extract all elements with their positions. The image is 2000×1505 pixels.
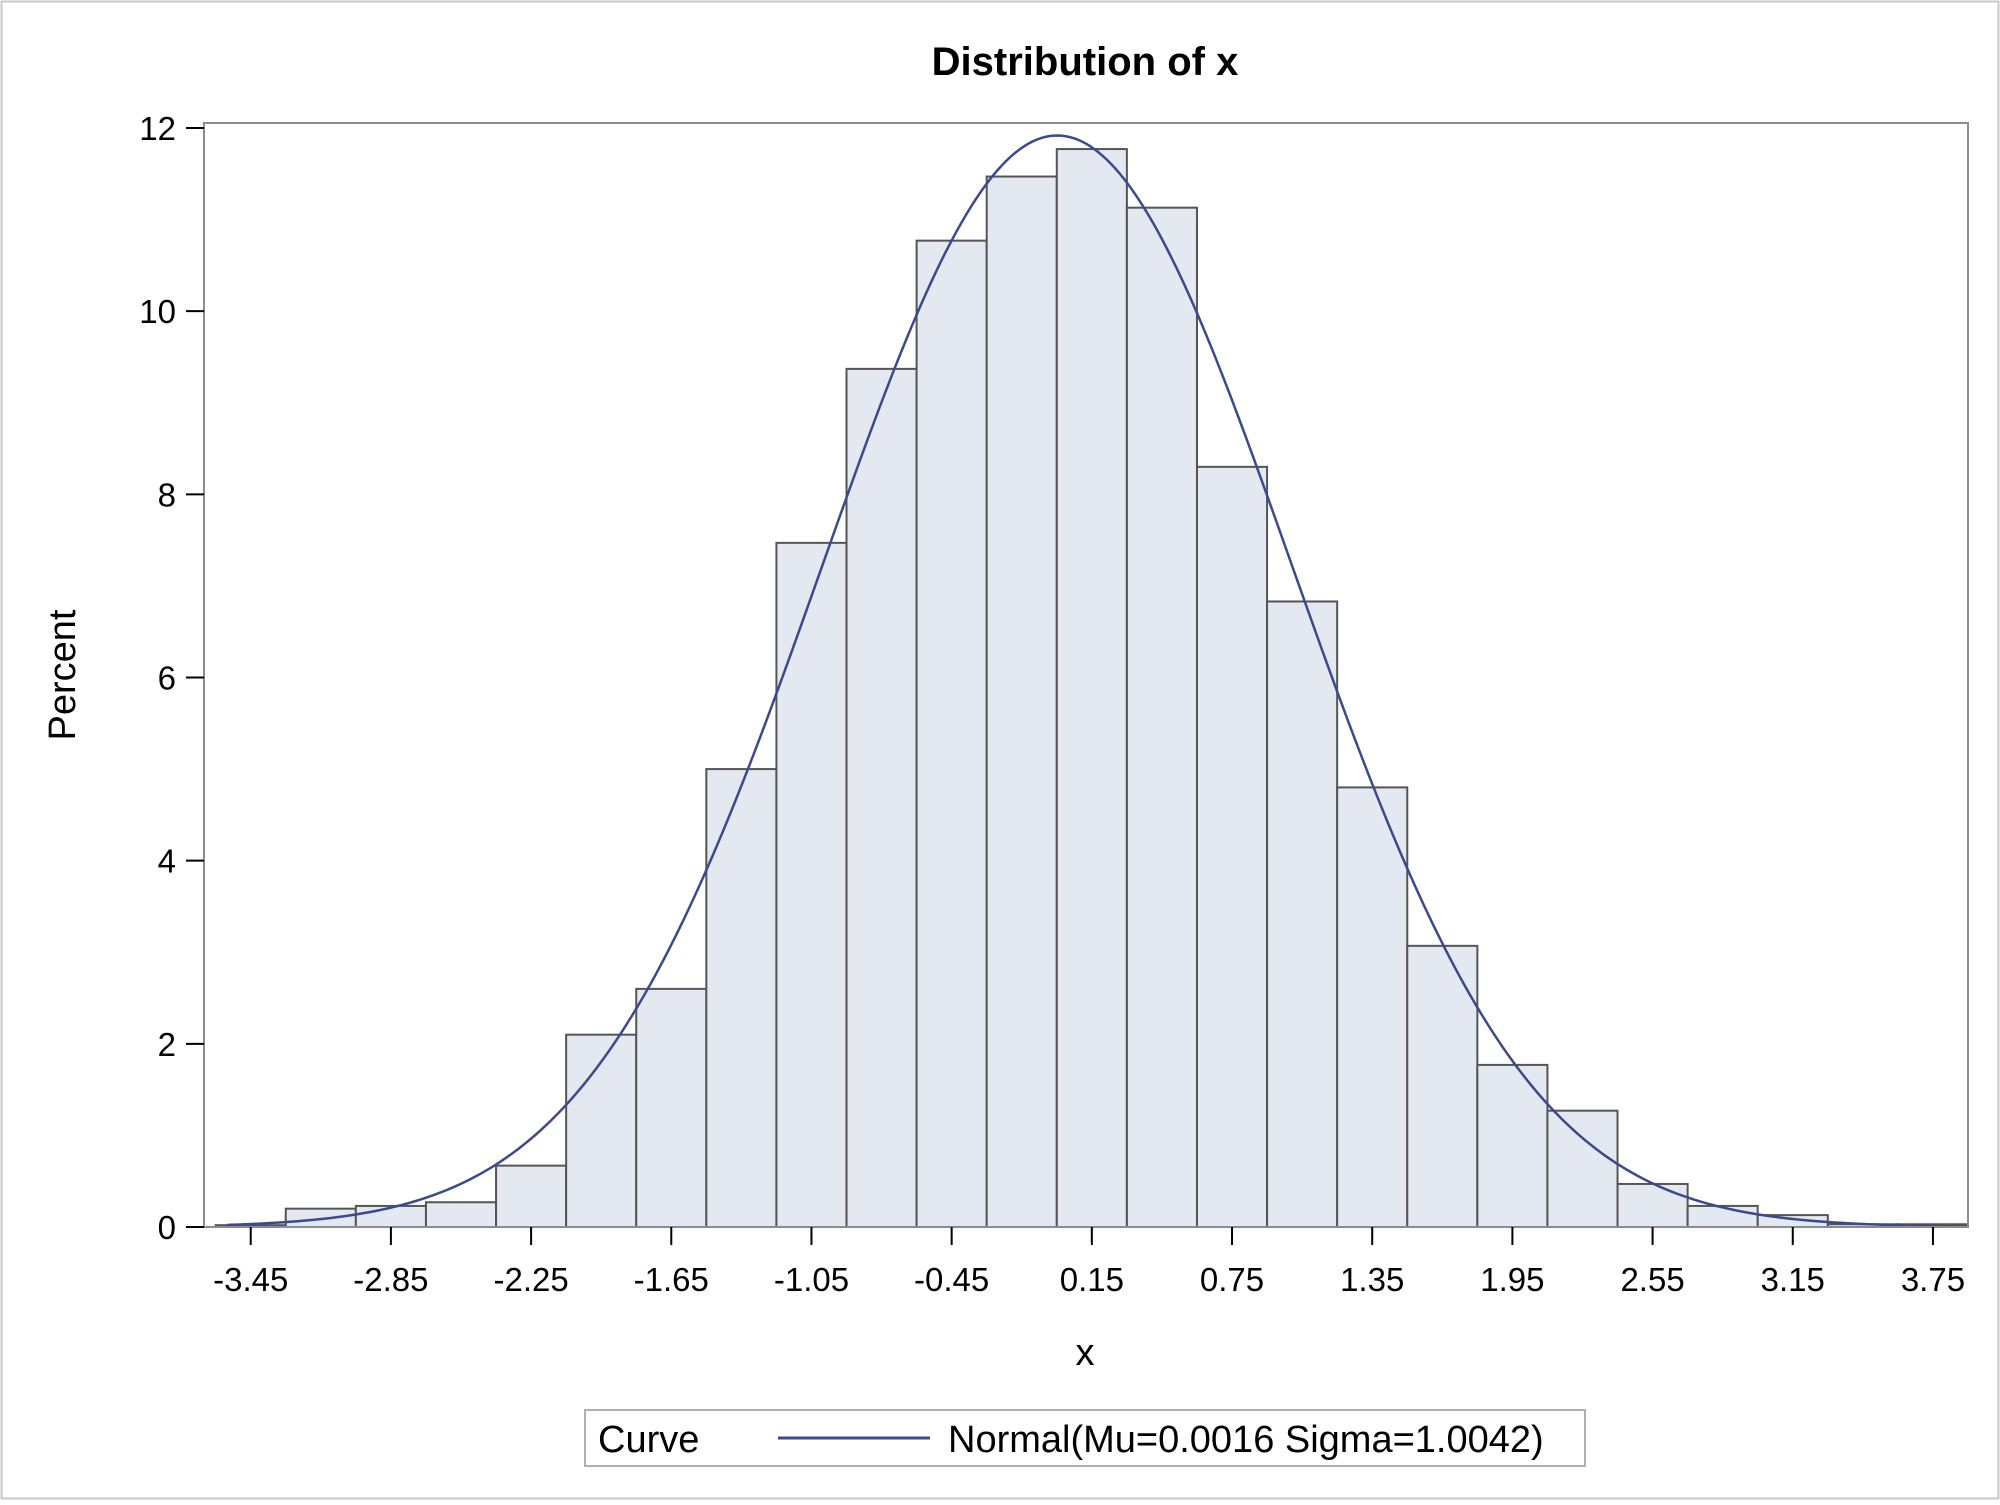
x-axis: -3.45 -2.85 -2.25 -1.65 -1.05 -0.45 0.15 0.75 1.…	[213, 1227, 1965, 1298]
x-tick-label: -0.45	[914, 1261, 989, 1298]
x-tick-label: 3.15	[1761, 1261, 1825, 1298]
histogram-bar	[1686, 1204, 1759, 1228]
histogram-bar	[1336, 786, 1409, 1229]
histogram-bar	[1125, 206, 1198, 1228]
histogram-bar	[1195, 465, 1269, 1228]
x-tick-label: 0.15	[1060, 1261, 1124, 1298]
y-axis: 0 2 4 6 8 10 12	[139, 110, 204, 1246]
x-tick-label: 1.35	[1340, 1261, 1404, 1298]
y-axis-label: Percent	[42, 609, 84, 740]
legend-box	[584, 1409, 1586, 1467]
y-tick-label: 12	[139, 110, 176, 147]
y-tick-label: 0	[158, 1209, 176, 1246]
histogram-bar	[985, 175, 1058, 1228]
legend-title: Curve	[598, 1419, 699, 1461]
x-tick-label: -2.25	[493, 1261, 568, 1298]
bars-group	[214, 148, 1970, 1229]
y-tick-label: 10	[139, 293, 176, 330]
histogram-bar	[1476, 1063, 1549, 1229]
histogram-bar	[845, 367, 918, 1228]
normal-curve	[227, 134, 1969, 1228]
x-tick-label: -1.05	[774, 1261, 849, 1298]
histogram-bar	[495, 1164, 568, 1229]
x-axis-label: x	[1076, 1332, 1095, 1374]
histogram-bar	[1055, 148, 1128, 1228]
x-tick-label: -1.65	[634, 1261, 709, 1298]
histogram-bar	[635, 987, 708, 1228]
chart-title: Distribution of x	[932, 40, 1239, 84]
y-tick-label: 2	[158, 1026, 176, 1063]
y-tick-label: 8	[158, 476, 176, 513]
plot-frame	[203, 122, 1969, 1228]
y-tick-label: 4	[158, 843, 176, 880]
histogram-bar	[915, 239, 988, 1228]
legend: Curve Normal(Mu=0.0016 Sigma=1.0042)	[584, 1409, 1586, 1467]
x-tick-label: 2.55	[1620, 1261, 1684, 1298]
x-tick-label: 1.95	[1480, 1261, 1544, 1298]
histogram-bar	[705, 768, 778, 1229]
x-tick-label: -3.45	[213, 1261, 288, 1298]
histogram-bar	[1546, 1109, 1619, 1228]
histogram-bar	[1266, 600, 1339, 1228]
legend-label: Normal(Mu=0.0016 Sigma=1.0042)	[948, 1419, 1544, 1461]
y-tick-label: 6	[158, 660, 176, 697]
histogram-bar	[424, 1201, 498, 1229]
histogram-bar	[775, 541, 848, 1228]
x-tick-label: 0.75	[1200, 1261, 1264, 1298]
x-tick-label: -2.85	[353, 1261, 428, 1298]
histogram-bar	[1616, 1182, 1689, 1228]
x-tick-label: 3.75	[1901, 1261, 1965, 1298]
histogram-bar	[354, 1204, 427, 1228]
